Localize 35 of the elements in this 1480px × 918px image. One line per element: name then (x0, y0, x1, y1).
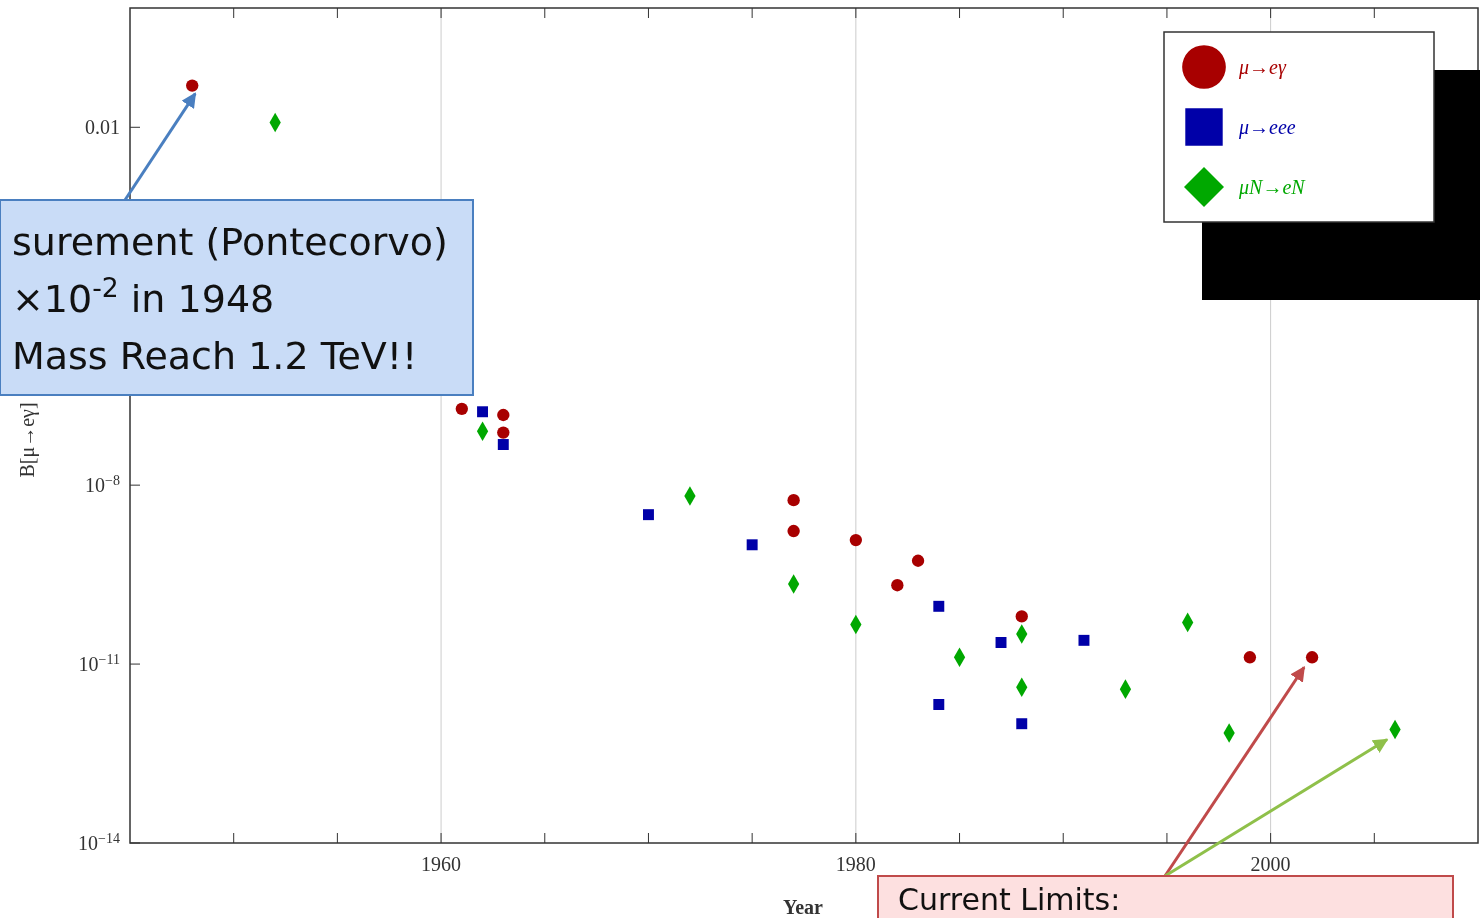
point (497, 408, 510, 422)
point (891, 579, 904, 592)
point (477, 406, 489, 418)
text: Current Limits: (898, 882, 1121, 917)
point (642, 509, 654, 521)
y-tick-label: 0.01 (85, 116, 120, 139)
point (933, 600, 945, 612)
legend-label: μ→eγ (1238, 56, 1287, 79)
point (849, 533, 863, 547)
annotation: surement (Pontecorvo) ×10$^{-2}$ in 1948 Mass Reach 1.2 TeV!! (12, 220, 448, 378)
x-axis-title: Year (783, 896, 824, 918)
point (497, 426, 510, 439)
point (911, 554, 925, 567)
y-axis-title: B[μ→eγ] (16, 402, 39, 478)
point (933, 699, 945, 710)
point (186, 79, 199, 92)
point (746, 539, 758, 551)
x-tick-label: 1980 (835, 853, 876, 875)
y-tick-label: 10$^{−8}$ (85, 472, 120, 497)
x-tick-label: 1960 (421, 853, 462, 875)
point (1305, 651, 1319, 664)
point (787, 524, 800, 538)
y-tick-label: 10$^{−11}$ (78, 651, 120, 676)
point (1078, 634, 1090, 646)
legend-label: μ→eee (1238, 116, 1296, 139)
point (1016, 718, 1028, 730)
legend-label: μN→eN (1238, 176, 1307, 199)
point (497, 439, 509, 450)
point (787, 493, 800, 507)
point (455, 402, 468, 416)
point (995, 637, 1007, 648)
y-tick-label: 10$^{−14}$ (78, 830, 120, 854)
point (1015, 610, 1028, 623)
x-tick-label: 2000 (1250, 853, 1291, 875)
point (1243, 651, 1257, 664)
